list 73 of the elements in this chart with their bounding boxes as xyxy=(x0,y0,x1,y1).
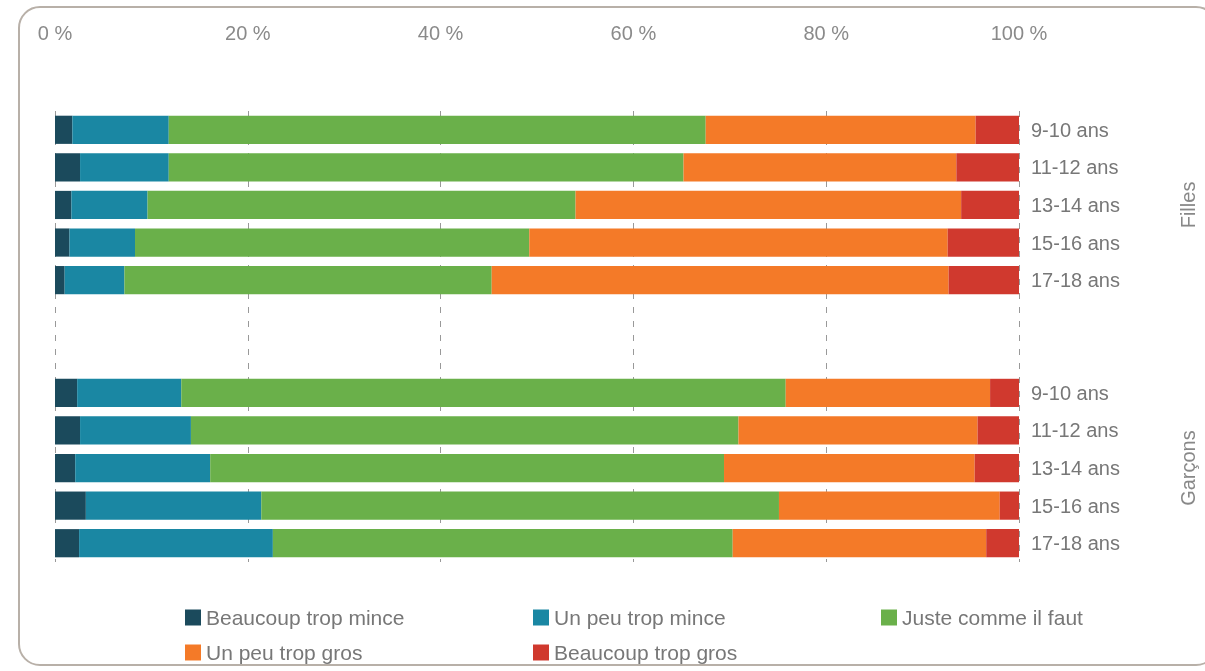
bar xyxy=(999,491,1019,520)
x-tick-label: 40 % xyxy=(417,22,464,44)
legend-label: Juste comme il faut xyxy=(902,606,1084,629)
y-tick-label: 17-18 ans xyxy=(1031,532,1120,555)
bar xyxy=(69,228,136,257)
bar xyxy=(135,228,530,257)
bar xyxy=(85,491,262,520)
bar xyxy=(974,453,1019,483)
bar xyxy=(55,153,81,182)
y-tick-label: 17-18 ans xyxy=(1031,269,1120,292)
bar xyxy=(210,453,725,483)
bar xyxy=(181,378,786,407)
bar xyxy=(55,453,76,483)
legend-label: Un peu trop mince xyxy=(554,606,726,629)
y-tick-label: 11-12 ans xyxy=(1031,156,1119,179)
x-tick-label: 0 % xyxy=(37,22,73,44)
bar xyxy=(55,190,72,220)
text: Garçons xyxy=(1177,430,1199,506)
bar xyxy=(79,529,273,558)
bar xyxy=(948,266,1019,295)
bar xyxy=(55,378,78,407)
bar xyxy=(80,416,191,445)
bar xyxy=(168,115,706,144)
bar xyxy=(55,115,73,144)
y-tick-label: 11-12 ans xyxy=(1031,419,1119,442)
y-tick-label: 13-14 ans xyxy=(1031,193,1120,216)
legend-label: Un peu trop gros xyxy=(206,641,363,664)
bar xyxy=(732,529,987,558)
bar xyxy=(975,115,1019,144)
y-tick-label: 9-10 ans xyxy=(1031,381,1109,404)
bar xyxy=(705,115,976,144)
x-tick-label: 60 % xyxy=(610,22,657,44)
bar xyxy=(272,529,733,558)
bar xyxy=(785,378,991,407)
bar xyxy=(724,453,975,483)
bar xyxy=(55,266,65,295)
y-tick-label: 13-14 ans xyxy=(1031,457,1120,480)
bar xyxy=(778,491,1000,520)
bar xyxy=(71,190,148,220)
bar xyxy=(64,266,125,295)
bar xyxy=(55,228,70,257)
text: Filles xyxy=(1177,181,1199,229)
bar xyxy=(683,153,957,182)
x-tick-label: 80 % xyxy=(803,22,850,44)
bar xyxy=(261,491,779,520)
bar xyxy=(55,491,86,520)
bar xyxy=(80,153,169,182)
bar xyxy=(956,153,1019,182)
bar xyxy=(947,228,1019,257)
y-tick-label: 9-10 ans xyxy=(1031,118,1109,141)
legend-label: Beaucoup trop gros xyxy=(554,641,738,664)
bar xyxy=(75,453,211,483)
bar xyxy=(77,378,182,407)
bar xyxy=(190,416,739,445)
x-tick-label: 20 % xyxy=(225,22,271,44)
legend-label: Beaucoup trop mince xyxy=(206,606,405,629)
bar xyxy=(977,416,1019,445)
bar xyxy=(168,153,684,182)
bar xyxy=(55,529,80,558)
bar xyxy=(72,115,169,144)
y-tick-label: 15-16 ans xyxy=(1031,494,1120,517)
bar xyxy=(575,190,962,220)
bar xyxy=(529,228,948,257)
bar xyxy=(491,266,949,295)
y-tick-label: 15-16 ans xyxy=(1031,231,1120,254)
bar xyxy=(738,416,978,445)
x-tick-label: 100 % xyxy=(990,22,1048,44)
bar xyxy=(55,416,81,445)
bar xyxy=(986,529,1019,558)
bar xyxy=(124,266,492,295)
bar xyxy=(147,190,576,220)
bar xyxy=(990,378,1019,407)
bar xyxy=(961,190,1019,220)
